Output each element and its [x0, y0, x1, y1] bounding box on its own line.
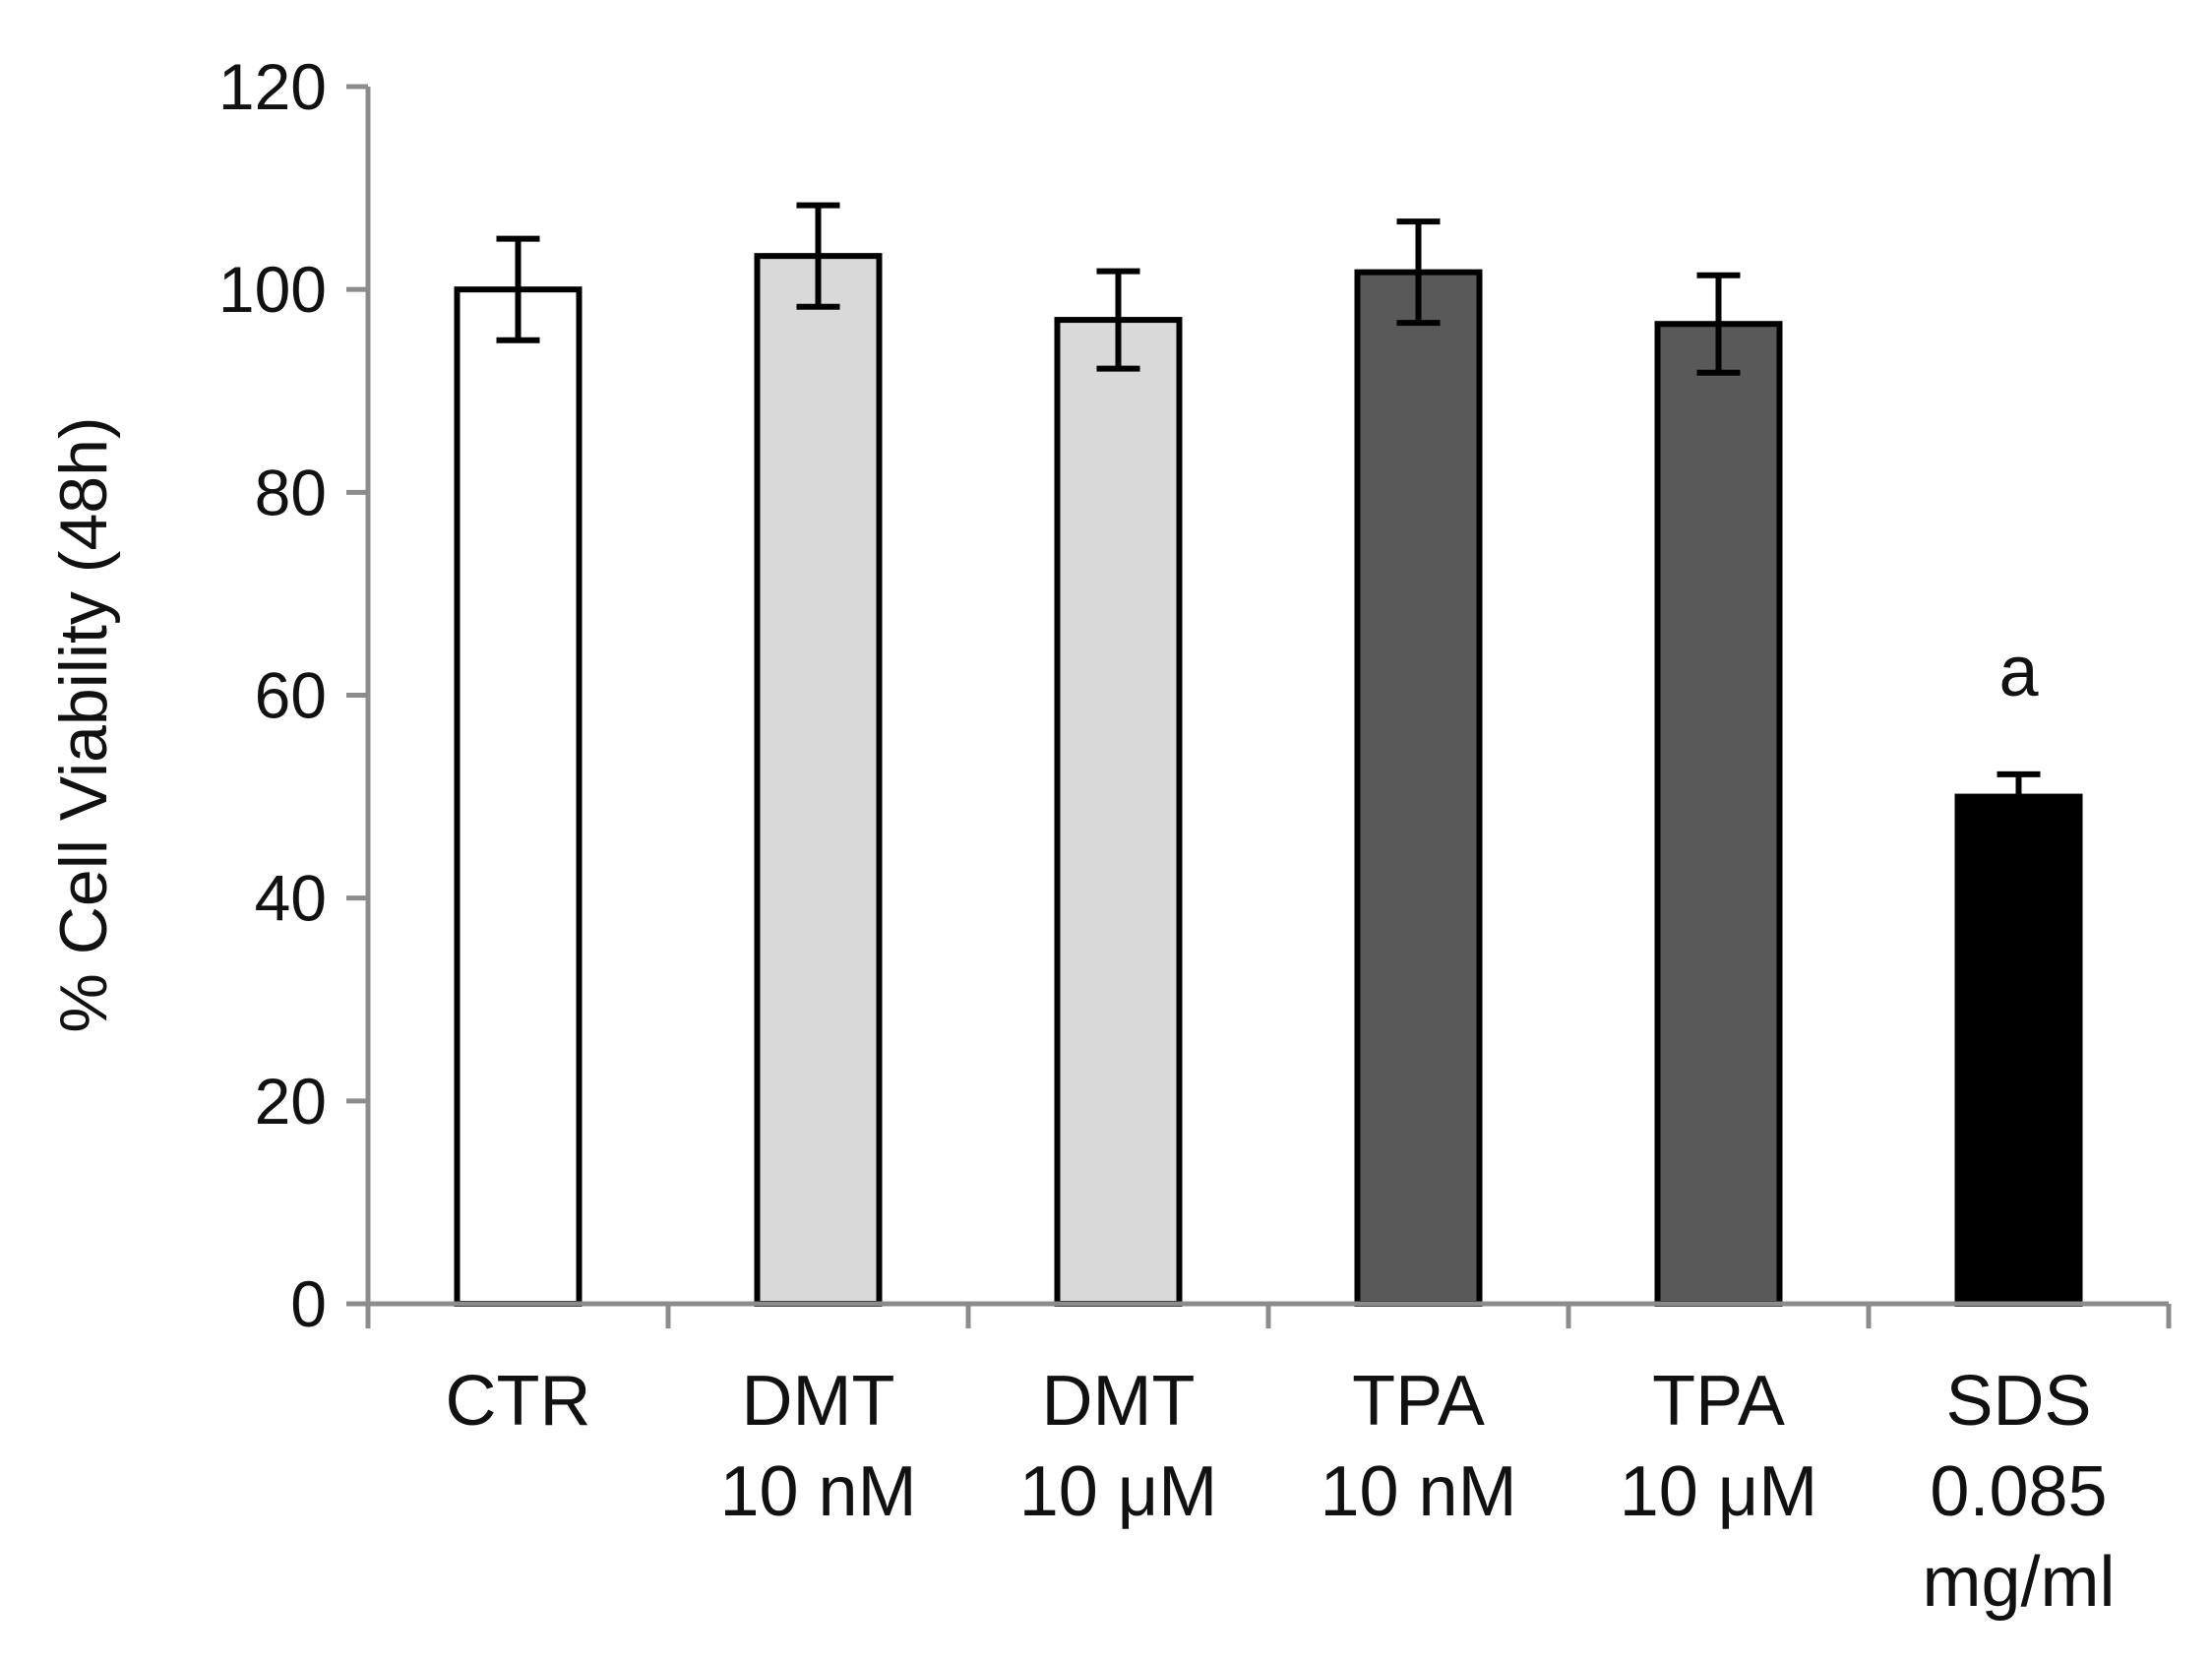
axes-layer [346, 84, 2172, 1328]
y-tick-label-5: 100 [218, 253, 327, 326]
bar-4 [1654, 321, 1783, 1307]
category-label-line: 10 μM [1019, 1452, 1218, 1531]
category-label-line: CTR [446, 1362, 591, 1441]
y-tick-label-3: 60 [255, 659, 327, 732]
y-tick-label-6: 120 [218, 50, 327, 123]
bars-layer [454, 253, 2083, 1308]
category-label-line: 0.085 [1930, 1452, 2107, 1531]
bar-2 [1054, 317, 1183, 1307]
bar-5 [1954, 793, 2083, 1307]
y-tick-label-2: 40 [255, 862, 327, 935]
y-tick-label-1: 20 [255, 1065, 327, 1138]
category-label-0: CTR [446, 1362, 591, 1441]
category-label-2: DMT 10 μM [1019, 1362, 1218, 1531]
category-label-line: DMT [1042, 1362, 1196, 1441]
y-axis-title: % Cell Viability (48h) [46, 416, 121, 1032]
y-tick-label-4: 80 [255, 456, 327, 528]
category-label-5: SDS 0.085 mg/ml [1923, 1362, 2116, 1622]
labels-layer: 0 20 40 60 80 100 120 CTR DMT 10 nM DMT 10 μM TPA 10 … [46, 50, 2116, 1622]
category-label-1: DMT 10 nM [719, 1362, 916, 1531]
category-label-line: DMT [742, 1362, 895, 1441]
category-label-line: SDS [1945, 1362, 2091, 1441]
significance-annotation-0: a [1998, 633, 2039, 711]
bar-1 [754, 253, 883, 1307]
category-label-3: TPA 10 nM [1320, 1362, 1516, 1531]
category-label-4: TPA 10 μM [1620, 1362, 1818, 1531]
category-label-line: mg/ml [1923, 1543, 2116, 1622]
category-label-line: TPA [1352, 1362, 1485, 1441]
error-bars-layer [496, 202, 2041, 797]
category-label-line: TPA [1652, 1362, 1785, 1441]
bar-3 [1354, 269, 1483, 1308]
category-label-line: 10 nM [719, 1452, 916, 1531]
y-tick-label-0: 0 [290, 1267, 327, 1340]
bar-0 [454, 286, 583, 1308]
category-label-line: 10 μM [1620, 1452, 1818, 1531]
category-label-line: 10 nM [1320, 1452, 1516, 1531]
